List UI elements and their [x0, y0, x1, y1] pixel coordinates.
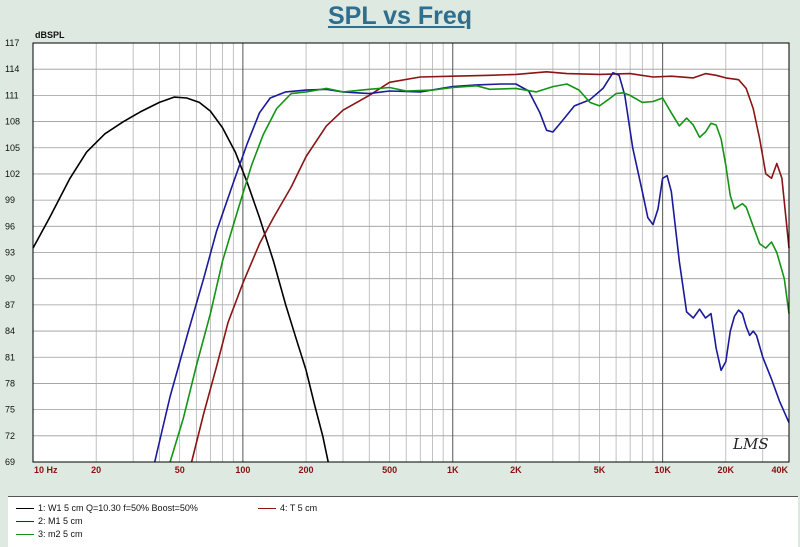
- x-tick-label: 40K: [771, 465, 788, 475]
- legend-label: 3: m2 5 cm: [38, 529, 83, 539]
- y-axis-ticks: 117 114 111 108 105 102 99 96 93 90 87 84 81 78 75 72 69: [5, 38, 20, 467]
- y-tick-label: 93: [5, 248, 15, 258]
- y-tick-label: 105: [5, 143, 20, 153]
- y-tick-label: 90: [5, 274, 15, 284]
- legend-item: 3: m2 5 cm: [16, 529, 83, 541]
- y-tick-label: 81: [5, 352, 15, 362]
- series-line-1: [32, 96, 329, 463]
- legend-swatch: [16, 508, 34, 510]
- legend-label: 2: M1 5 cm: [38, 516, 83, 526]
- legend-swatch: [258, 508, 276, 510]
- legend-item: 4: T 5 cm: [258, 503, 317, 515]
- chart-title: SPL vs Freq: [327, 2, 473, 30]
- legend-swatch: [16, 534, 34, 536]
- y-tick-label: 99: [5, 195, 15, 205]
- x-tick-label: 20: [91, 465, 101, 475]
- y-tick-label: 78: [5, 378, 15, 388]
- x-tick-label: 10K: [654, 465, 671, 475]
- x-axis-ticks: 10 Hz 20 50 100 200 500 1K 2K 5K 10K 20K 40K: [34, 465, 788, 475]
- y-tick-label: 72: [5, 431, 15, 441]
- y-tick-label: 75: [5, 405, 15, 415]
- x-tick-label: 2K: [510, 465, 522, 475]
- x-tick-label: 500: [382, 465, 397, 475]
- y-tick-label: 108: [5, 117, 20, 127]
- legend-label: 1: W1 5 cm Q=10.30 f=50% Boost=50%: [38, 503, 198, 513]
- x-tick-label: 1K: [447, 465, 459, 475]
- x-tick-label: 5K: [594, 465, 606, 475]
- legend-swatch: [16, 521, 34, 523]
- series-line-2: [190, 71, 790, 463]
- y-tick-label: 69: [5, 457, 15, 467]
- series-group: [32, 71, 790, 463]
- x-tick-label: 20K: [718, 465, 735, 475]
- series-line-4: [169, 83, 790, 463]
- y-tick-label: 96: [5, 221, 15, 231]
- y-tick-label: 114: [5, 64, 19, 74]
- y-tick-label: 111: [5, 90, 19, 100]
- series-line-3: [153, 71, 790, 463]
- y-axis-label: dBSPL: [35, 30, 65, 40]
- x-tick-label: 200: [299, 465, 314, 475]
- spl-chart: 117 114 111 108 105 102 99 96 93 90 87 84 81 78 75 72 69…: [5, 30, 790, 475]
- x-tick-label: 10 Hz: [34, 465, 58, 475]
- legend: 1: W1 5 cm Q=10.30 f=50% Boost=50% 2: M1 …: [8, 496, 798, 547]
- y-tick-label: 84: [5, 326, 15, 336]
- legend-label: 4: T 5 cm: [280, 503, 318, 513]
- y-tick-label: 117: [5, 38, 19, 48]
- x-tick-label: 100: [235, 465, 250, 475]
- legend-item: 2: M1 5 cm: [16, 516, 83, 528]
- y-tick-label: 87: [5, 300, 15, 310]
- lms-watermark: LMS: [732, 435, 769, 453]
- plot-border: [32, 42, 790, 463]
- x-tick-label: 50: [175, 465, 185, 475]
- legend-item: 1: W1 5 cm Q=10.30 f=50% Boost=50%: [16, 503, 198, 515]
- y-tick-label: 102: [5, 169, 20, 179]
